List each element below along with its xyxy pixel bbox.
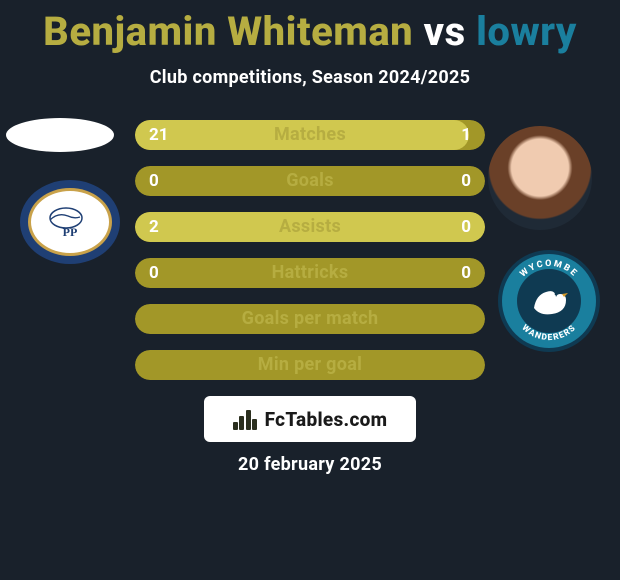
title-player1: Benjamin Whiteman <box>43 8 413 55</box>
brand-bar <box>246 410 251 430</box>
stat-label: Goals per match <box>135 304 485 334</box>
stats-area: 211Matches 00Goals 20Assists 00Hattricks Goa… <box>0 120 620 396</box>
brand-bar <box>239 416 244 430</box>
brand-text: FcTables.com <box>265 408 388 431</box>
brand-logo: FcTables.com <box>204 396 416 442</box>
stat-row: 00Hattricks <box>135 258 485 288</box>
stat-label: Min per goal <box>135 350 485 380</box>
brand-bar <box>233 422 238 430</box>
stat-row: 20Assists <box>135 212 485 242</box>
stat-label: Assists <box>135 212 485 242</box>
stat-row: Min per goal <box>135 350 485 380</box>
title-player2: lowry <box>476 8 577 55</box>
subtitle: Club competitions, Season 2024/2025 <box>0 67 620 88</box>
stat-row: Goals per match <box>135 304 485 334</box>
stat-label: Goals <box>135 166 485 196</box>
brand-bars-icon <box>233 408 259 430</box>
page-title: Benjamin Whiteman vs lowry <box>0 0 620 55</box>
brand-bar <box>252 419 257 430</box>
stat-label: Hattricks <box>135 258 485 288</box>
title-vs: vs <box>424 8 466 55</box>
stat-label: Matches <box>135 120 485 150</box>
footer-date: 20 february 2025 <box>0 454 620 475</box>
stat-row: 00Goals <box>135 166 485 196</box>
stat-row: 211Matches <box>135 120 485 150</box>
